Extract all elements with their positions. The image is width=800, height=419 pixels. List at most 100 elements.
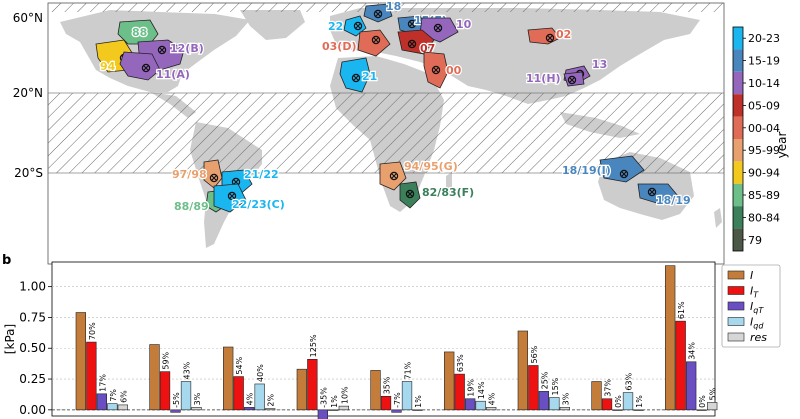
bar [475,400,486,411]
region-shape [599,155,645,183]
bar [601,398,613,411]
bar-percent-label: 63% [456,354,465,372]
region-label: 94 [100,60,116,73]
bar-percent-label: 4% [246,392,255,405]
bar-percent-label: 59% [161,351,170,369]
region-label: 10 [456,18,472,31]
bar-percent-label: 7% [109,389,118,402]
region-center-marker [209,173,219,183]
legend-swatch [727,286,745,295]
bar [401,381,413,411]
colorbar-swatch [733,139,743,162]
bar [559,407,570,411]
region-center-marker [227,191,237,201]
bar [159,371,171,411]
region-label: 97/98 [172,168,207,181]
bar-percent-label: 4% [488,392,497,405]
region-center-marker [405,189,415,199]
bar [412,409,423,411]
bar-percent-label: 3% [561,392,570,405]
y-tick-label: 0.75 [19,310,46,324]
bar-percent-label: 1% [635,395,644,408]
legend-label: I [750,269,753,282]
bar-percent-label: 5% [709,387,718,400]
legend-label: Iqd [750,316,764,331]
region-14: 11(H) [525,71,585,87]
bar-percent-label: -7% [393,392,402,408]
bar-group-2: 54% 4% 40% 2% [223,346,276,411]
bar [254,383,265,411]
region-label: 94/95(G) [404,160,458,173]
bar-group-6: 56%25% 15%3% [517,330,570,411]
legend-swatch [727,301,745,311]
bar [538,391,549,411]
colorbar-label: 20-23 [748,32,780,45]
colorbar-title: year [775,132,789,159]
region-center-marker [407,39,417,49]
region-label: 21 [362,70,377,83]
bar [244,407,255,411]
colorbar-label: 15-19 [748,55,780,68]
bar-percent-label: 125% [309,334,318,357]
region-center-marker [157,45,167,55]
bar-percent-label: 43% [182,361,191,379]
colorbar-swatch [733,183,743,207]
bar [96,393,107,411]
colorbar-swatch [733,94,743,117]
colorbar-swatch [733,27,743,50]
bar-percent-label: 10% [340,386,349,404]
bar-percent-label: 1% [330,395,339,408]
region-label: 82/83(F) [422,186,474,199]
region-shape [397,29,435,55]
colorbar-swatch [733,71,743,95]
region-shape [363,3,393,23]
bar [665,265,676,411]
land-greenland [240,10,305,40]
bar-percent-label: 40% [256,364,265,382]
bar [233,376,244,411]
bar [107,403,118,411]
bar [675,320,686,411]
region-label: 03(D) [322,40,357,53]
bar [686,361,697,411]
region-15: 97/98 [171,159,223,189]
bar-group-3: 125% -35% 1% 10% [296,334,349,419]
bar [75,312,86,411]
colorbar-frame [732,26,744,252]
bar-percent-label: -35% [319,387,328,408]
bar [265,408,276,411]
region-shape [399,181,421,209]
y-tick-label: 0.50 [19,341,46,355]
bar-percent-label: 35% [382,376,391,394]
bar [707,402,718,411]
y-axis-label: [kPa] [3,324,17,354]
bar-percent-label: 34% [688,342,697,360]
bar [486,407,497,411]
bar-group-7: 37%0%63%1% [591,372,644,411]
legend-label: IqT [750,300,764,315]
region-label: 22 [328,20,343,33]
region-3: 11(A) [119,51,191,82]
bar-percent-label: -5% [172,392,181,408]
colorbar-label: 79 [748,234,762,247]
region-shape [563,71,585,87]
panel-b-label: b [2,253,11,268]
world-map: 60°N 20°N 20°S 8812(B)9411(A)182215(E)10… [13,0,725,265]
region-label: 88 [132,26,147,39]
region-shape [119,51,161,81]
region-center-marker [371,35,381,45]
region-center-marker [433,23,443,33]
region-8: 03(D) [321,29,391,57]
region-7: 10 [419,17,473,43]
bar-percent-label: 19% [467,379,476,397]
bar [149,344,160,411]
bar [86,341,97,411]
bar-percent-label: 37% [603,379,612,397]
region-center-marker [373,9,383,19]
bar [380,395,392,411]
region-label: 22/23(C) [232,198,285,211]
region-4: 18 [363,0,403,23]
colorbar-label: 90-94 [748,167,780,180]
